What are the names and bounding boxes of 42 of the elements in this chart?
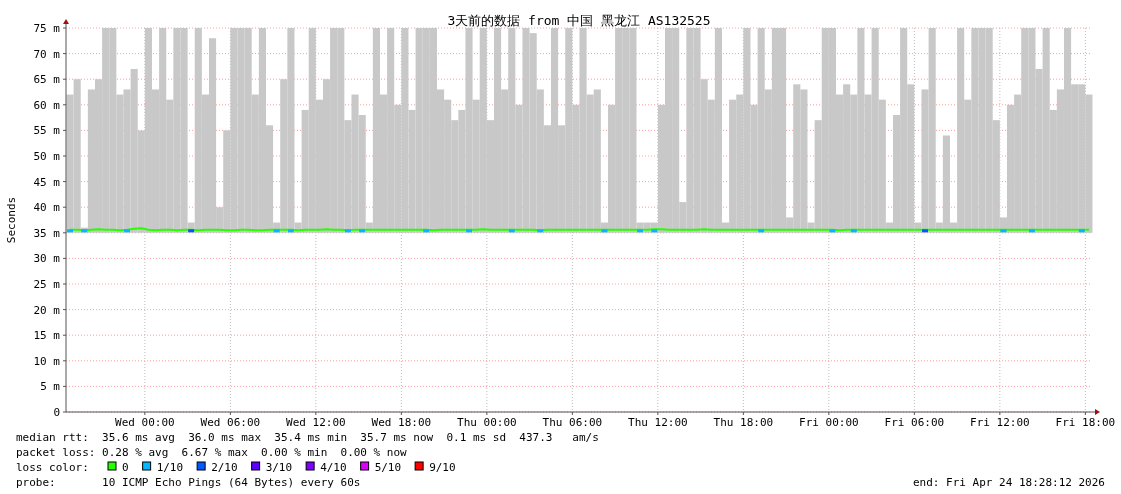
legend-label: 4/10 [320,461,347,474]
y-tick-label: 20 m [33,303,61,317]
y-tick-label: 5 m [40,380,61,394]
y-tick-label: 40 m [33,201,61,215]
y-tick-label: 35 m [33,226,61,240]
chart-title: 3天前的数据 from 中国 黑龙江 AS132525 [447,13,711,28]
legend-label: 3/10 [265,461,293,474]
x-tick-label: Thu 12:00 [628,416,688,429]
x-tick-label: Fri 00:00 [799,416,859,429]
y-tick-label: 45 m [33,175,61,189]
y-tick-label: 15 m [33,329,61,343]
legend-label: 9/10 [429,461,456,474]
y-tick-label: 30 m [33,252,61,266]
x-tick-label: Fri 06:00 [884,416,945,429]
y-tick-label: 65 m [33,73,61,87]
x-tick-label: Wed 00:00 [115,416,175,429]
x-tick-label: Wed 12:00 [286,416,346,429]
text: probe: 10 ICMP Echo Pings (64 Bytes) every 60s [16,476,361,489]
x-tick-label: Wed 06:00 [200,416,261,429]
legend-label: 5/10 [374,461,402,474]
y-tick-label: 25 m [33,278,61,291]
y-tick-label: 55 m [33,124,61,138]
y-tick-label: 10 m [33,354,61,368]
y-axis-title: Seconds [5,196,18,244]
y-tick-label: 70 m [33,47,61,61]
legend-label: 1/10 [156,461,184,474]
y-tick-label: 0 [53,406,60,419]
legend-label: 2/10 [211,461,238,474]
legend-label: 0 [122,461,129,474]
y-tick-label: 75 m [33,22,61,35]
text: packet loss: 0.28 % avg 6.67 % max 0.00 % min 0.00 % now [16,446,408,459]
y-tick-label: 60 m [33,98,61,112]
y-tick-label: 50 m [33,150,61,163]
x-tick-label: Fri 18:00 [1055,416,1116,429]
x-tick-label: Thu 00:00 [457,416,517,429]
x-tick-label: Thu 18:00 [713,416,774,429]
x-tick-label: Fri 12:00 [970,416,1030,429]
text: median rtt: 35.6 ms avg 36.0 ms max 35.4 ms min 35.7 ms now 0.1 ms sd 437.3 am/s [16,431,599,444]
x-tick-label: Thu 06:00 [542,416,603,429]
x-tick-label: Wed 18:00 [371,416,432,429]
legend-title: loss color: [16,461,89,474]
text: end: Fri Apr 24 18:28:12 2026 [912,476,1105,489]
